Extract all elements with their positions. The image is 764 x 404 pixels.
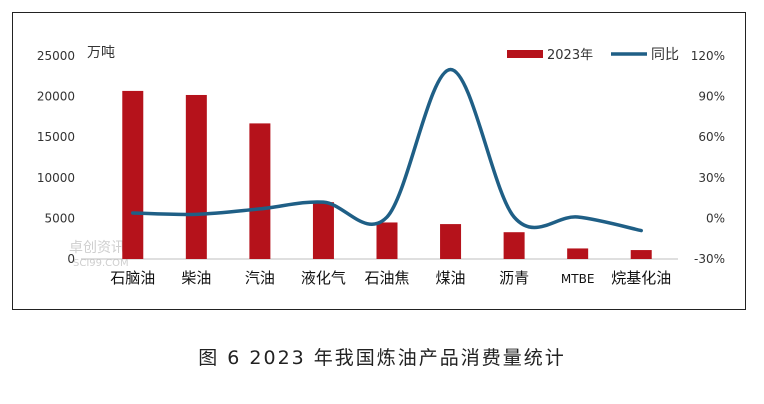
category-label-MTBE: MTBE — [561, 272, 595, 286]
category-label-煤油: 煤油 — [436, 269, 466, 287]
left-axis-tick: 20000 — [37, 90, 75, 104]
bar-石油焦 — [376, 222, 398, 259]
category-label-沥青: 沥青 — [499, 269, 529, 287]
bar-柴油 — [185, 94, 207, 259]
category-label-柴油: 柴油 — [181, 269, 211, 287]
category-label-石油焦: 石油焦 — [364, 269, 409, 287]
watermark-subtext: SCI99.COM — [73, 258, 129, 269]
left-axis-tick: 10000 — [37, 171, 75, 185]
right-axis-tick: 0% — [706, 211, 725, 225]
bar-MTBE — [567, 248, 589, 259]
watermark-text: 卓创资讯 — [69, 240, 125, 256]
bar-烷基化油 — [630, 250, 652, 259]
line-series-同比 — [131, 67, 643, 233]
bar-汽油 — [249, 123, 271, 259]
bar-液化气 — [312, 202, 334, 259]
right-axis-tick: -30% — [694, 252, 725, 266]
chart-svg: 卓创资讯 SCI99.COM 0 5000 10000 15000 20000 25000 万… — [37, 45, 725, 287]
left-axis-unit: 万吨 — [87, 45, 115, 61]
left-axis-tick: 25000 — [37, 49, 75, 63]
left-axis-tick: 0 — [67, 252, 75, 266]
category-label-石脑油: 石脑油 — [110, 269, 155, 287]
category-label-烷基化油: 烷基化油 — [611, 269, 671, 287]
left-axis-tick: 5000 — [44, 211, 75, 225]
legend-swatch-bar — [507, 50, 543, 58]
figure-caption: 图 6 2023 年我国炼油产品消费量统计 — [198, 347, 566, 369]
legend-label-line: 同比 — [651, 47, 679, 63]
right-axis-tick: 120% — [691, 49, 725, 63]
bar-石脑油 — [122, 90, 144, 259]
legend-label-bar: 2023年 — [547, 48, 593, 63]
right-axis-tick: 90% — [698, 90, 725, 104]
category-label-汽油: 汽油 — [245, 269, 275, 287]
category-label-液化气: 液化气 — [301, 269, 346, 287]
right-axis-tick: 30% — [698, 171, 725, 185]
right-axis-tick: 60% — [698, 130, 725, 144]
bar-煤油 — [440, 224, 462, 259]
bar-沥青 — [503, 232, 525, 259]
left-axis-tick: 15000 — [37, 130, 75, 144]
chart-frame: 卓创资讯 SCI99.COM 0 5000 10000 15000 20000 25000 万… — [12, 12, 746, 310]
